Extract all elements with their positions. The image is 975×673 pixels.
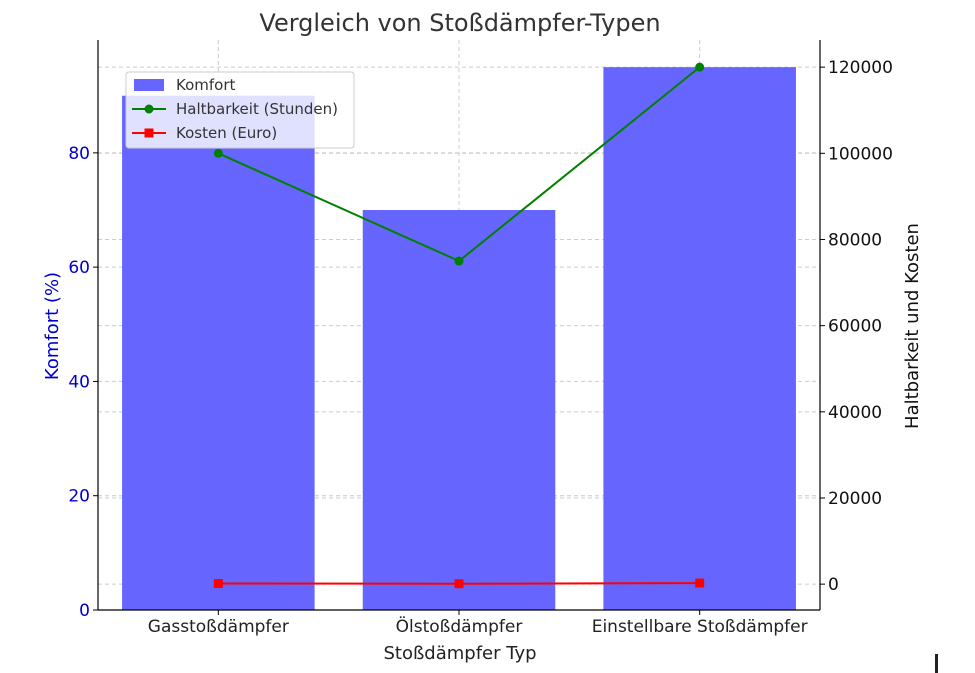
data-point	[695, 578, 705, 588]
lines	[213, 62, 705, 589]
y-tick-label: 20	[68, 487, 90, 507]
bar-komfort	[122, 95, 315, 610]
y-tick-label: 40	[68, 372, 90, 392]
y2-tick-label: 20000	[828, 489, 882, 509]
y2-tick-label: 100000	[828, 144, 893, 164]
data-point	[454, 256, 464, 266]
text-cursor	[935, 654, 938, 673]
x-axis-label: Stoßdämpfer Typ	[383, 643, 536, 664]
y2-tick-label: 60000	[828, 317, 882, 337]
y2-tick-label: 80000	[828, 230, 882, 250]
legend-swatch	[134, 79, 164, 91]
bar-komfort	[603, 67, 796, 610]
data-point	[695, 62, 705, 72]
chart-title: Vergleich von Stoßdämpfer-Typen	[259, 9, 660, 37]
y-tick-label: 0	[79, 601, 90, 621]
x-tick-label: Ölstoßdämpfer	[396, 615, 523, 637]
data-point	[213, 148, 223, 158]
bar-komfort	[362, 210, 556, 610]
y2-tick-label: 120000	[828, 58, 893, 78]
y-tick-label: 80	[68, 144, 90, 164]
y2-tick-label: 40000	[828, 403, 882, 423]
y-tick-label: 60	[68, 258, 90, 278]
legend-label: Haltbarkeit (Stunden)	[176, 100, 338, 118]
data-point	[213, 579, 223, 589]
legend-marker	[144, 104, 154, 114]
y-axis-label: Komfort (%)	[42, 272, 63, 380]
y2-axis-label: Haltbarkeit und Kosten	[902, 223, 923, 429]
legend-marker	[144, 128, 154, 138]
data-point	[454, 579, 464, 589]
ticks: 0 20 40 60 80 0 20000 40000 60000 80000 100000 1200…	[68, 58, 893, 637]
legend-box	[125, 71, 355, 149]
legend-label: Kosten (Euro)	[176, 124, 277, 142]
legend: Komfort Haltbarkeit (Stunden) Kosten (Euro…	[125, 71, 355, 149]
x-tick-label: Gasstoßdämpfer	[148, 617, 289, 637]
legend-label: Komfort	[176, 76, 236, 94]
y2-tick-label: 0	[828, 575, 839, 595]
x-tick-label: Einstellbare Stoßdämpfer	[592, 617, 808, 637]
